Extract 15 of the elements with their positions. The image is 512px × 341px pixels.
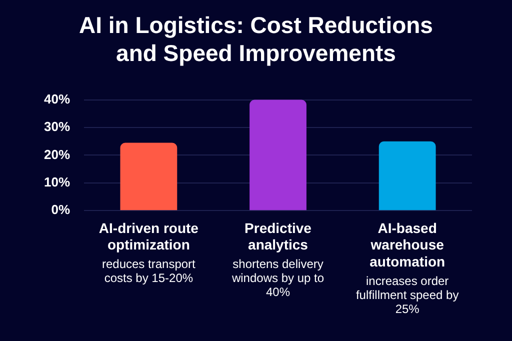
text: shortens delivery windows by up to 40% xyxy=(230,256,324,299)
bar xyxy=(250,100,306,210)
x-tick-label: Predictive analytics xyxy=(244,220,312,253)
x-tick-label: AI-based warehouse automation xyxy=(370,220,446,270)
bar xyxy=(120,142,178,210)
y-tick-label: 0% xyxy=(51,202,70,218)
text: reduces transport costs by 15-20% xyxy=(102,256,196,285)
y-tick-label: 20% xyxy=(44,146,70,162)
chart-title: AI in Logistics: Cost Reductions and Speed Improvements xyxy=(78,11,434,67)
y-tick-label: 40% xyxy=(44,91,70,106)
text: increases order fulfillment speed by 25% xyxy=(356,274,459,316)
bar xyxy=(378,141,436,210)
y-tick-label: 10% xyxy=(44,174,70,190)
x-tick-label: AI-driven route optimization xyxy=(98,220,199,253)
y-tick-label: 30% xyxy=(44,119,70,134)
